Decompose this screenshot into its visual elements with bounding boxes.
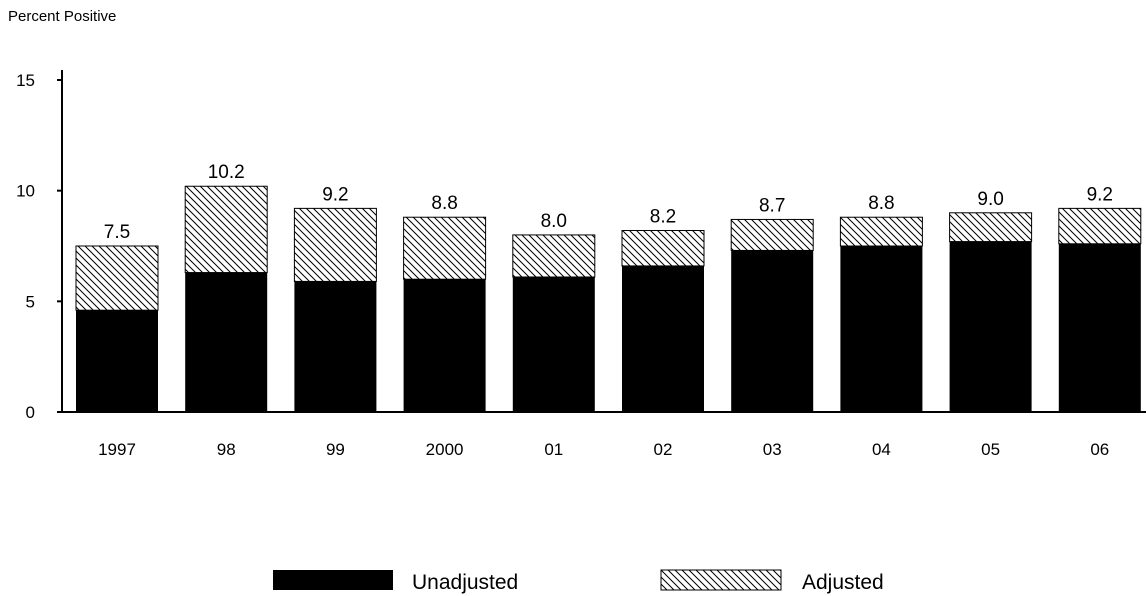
bar-total-label: 9.0: [977, 189, 1003, 210]
bar-adjusted: [731, 219, 813, 250]
y-tick-label: 0: [26, 403, 35, 422]
bar-adjusted: [1059, 208, 1141, 243]
x-tick-label: 2000: [426, 440, 464, 459]
bar-unadjusted: [1059, 244, 1141, 412]
bar-unadjusted: [294, 281, 376, 412]
bar-adjusted: [513, 235, 595, 277]
bar-total-label: 9.2: [322, 184, 348, 205]
x-axis-labels: 1997 98 99 2000 01 02 03 04 05 06: [98, 440, 1109, 459]
bars: [76, 186, 1141, 412]
bar-adjusted: [950, 213, 1032, 242]
legend-label-unadjusted: Unadjusted: [412, 571, 518, 594]
bar-total-label: 8.0: [541, 211, 567, 232]
legend-swatch-adjusted: [661, 570, 781, 590]
bar-unadjusted: [76, 310, 158, 412]
x-tick-label: 06: [1090, 440, 1109, 459]
legend-label-adjusted: Adjusted: [802, 571, 884, 594]
y-tick-label: 5: [26, 292, 35, 311]
bar-adjusted: [840, 217, 922, 246]
x-tick-label: 99: [326, 440, 345, 459]
legend-swatch-unadjusted: [273, 570, 393, 590]
bar-adjusted: [76, 246, 158, 310]
bar-adjusted: [185, 186, 267, 272]
bar-total-label: 8.2: [650, 207, 676, 228]
x-tick-label: 01: [544, 440, 563, 459]
x-tick-label: 02: [654, 440, 673, 459]
bar-total-label: 9.2: [1087, 184, 1113, 205]
x-tick-label: 1997: [98, 440, 136, 459]
bar-unadjusted: [950, 242, 1032, 412]
bar-total-label: 7.5: [104, 222, 130, 243]
x-tick-label: 05: [981, 440, 1000, 459]
bar-total-label: 8.8: [868, 193, 894, 214]
bar-total-label: 10.2: [208, 162, 245, 183]
y-axis-title: Percent Positive: [8, 8, 116, 25]
y-tick-label: 15: [16, 71, 35, 90]
x-tick-label: 03: [763, 440, 782, 459]
y-tick-label: 10: [16, 182, 35, 201]
bar-total-label: 8.8: [431, 193, 457, 214]
bar-adjusted: [294, 208, 376, 281]
bar-unadjusted: [185, 273, 267, 412]
legend: Unadjusted Adjusted: [273, 570, 884, 594]
bar-adjusted: [404, 217, 486, 279]
x-tick-label: 98: [217, 440, 236, 459]
bar-unadjusted: [513, 277, 595, 412]
bar-total-label: 8.7: [759, 195, 785, 216]
x-tick-label: 04: [872, 440, 891, 459]
bar-unadjusted: [731, 250, 813, 412]
bar-unadjusted: [622, 266, 704, 412]
bar-adjusted: [622, 231, 704, 266]
bar-unadjusted: [840, 246, 922, 412]
bar-unadjusted: [404, 279, 486, 412]
